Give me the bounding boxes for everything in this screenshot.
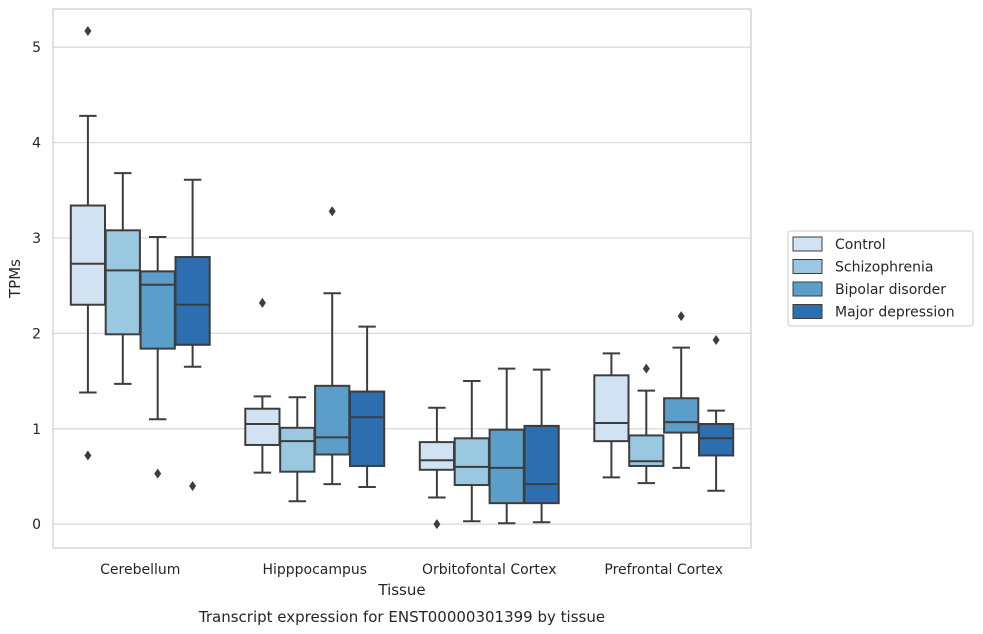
y-tick-label: 1 [32,422,41,438]
legend-label: Major depression [835,305,955,321]
y-tick-label: 5 [32,40,41,56]
legend-swatch [792,259,823,274]
y-tick-label: 2 [32,326,41,342]
x-axis-ticks: Cerebellum Hipppocampus Orbitofontal Corte… [100,562,723,578]
box-iqr [279,426,316,473]
box-schizophrenia [453,380,490,523]
legend-swatch [792,281,823,297]
box-iqr [418,441,456,471]
legend-frame [787,230,974,327]
box-iqr [69,204,107,306]
plot-frame [52,8,752,549]
legend-label: Control [835,237,886,253]
legend-swatch [792,304,823,319]
legend-label: Bipolar disorder [835,282,946,298]
box-bipolar-disorder [314,206,351,486]
box-iqr [244,407,281,446]
box-major-depression [697,335,735,492]
outlier-point [433,519,441,530]
box-bipolar-disorder [488,367,525,525]
legend: Control Schizophrenia Bipolar disorder Majo… [787,230,974,327]
y-tick-label: 0 [32,517,41,533]
outlier-point [677,311,685,322]
box-control [593,352,630,479]
box-bipolar-disorder [663,311,700,469]
box-control [244,297,281,474]
box-major-depression [523,368,560,524]
outlier-point [84,25,92,36]
box-major-depression [174,178,211,491]
box-schizophrenia [279,396,316,503]
box-control [418,406,456,530]
box-schizophrenia [628,363,665,485]
y-tick-label: 4 [32,136,41,152]
legend-swatch [792,236,823,252]
box-control [69,25,107,461]
outlier-point [712,335,720,346]
legend-label: Schizophrenia [835,260,933,276]
y-tick-label: 3 [32,231,41,247]
box-plot-area [69,25,735,530]
y-axis-ticks: 0 1 2 3 4 5 [32,40,41,533]
box-iqr [453,437,490,487]
outlier-point [154,468,162,479]
box-iqr [348,390,386,467]
box-bipolar-disorder [139,236,176,479]
x-tick-label: Orbitofontal Cortex [422,562,557,578]
x-tick-label: Cerebellum [100,562,180,578]
box-iqr [314,384,351,456]
box-iqr [104,229,141,336]
box-schizophrenia [104,172,141,385]
box-iqr [174,256,211,346]
outlier-point [84,450,92,461]
outlier-point [258,297,266,308]
outlier-point [189,480,197,491]
outlier-point [642,363,650,374]
box-iqr [139,270,176,350]
y-axis-label: TPMs [6,259,24,299]
box-iqr [488,428,525,505]
outlier-point [328,206,336,217]
x-axis-label: Tissue [377,581,425,599]
chart-caption: Transcript expression for ENST0000030139… [198,608,605,626]
x-tick-label: Hipppocampus [262,562,367,578]
x-tick-label: Prefrontal Cortex [604,562,723,578]
box-major-depression [348,325,386,488]
box-iqr [593,374,630,443]
box-iqr [523,424,560,505]
box-iqr [697,422,735,457]
box-iqr [663,397,700,434]
